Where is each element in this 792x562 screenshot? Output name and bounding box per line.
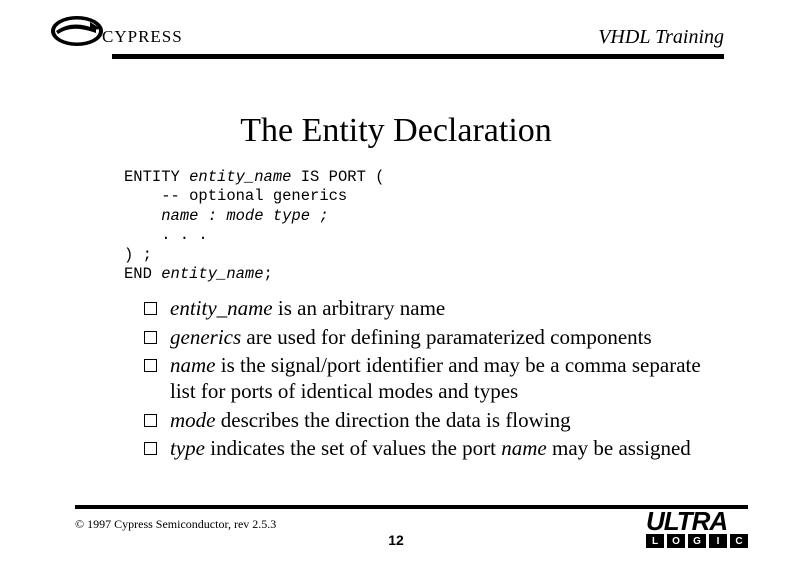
bullet-icon (144, 331, 157, 344)
bullet-text: name is the signal/port identifier and m… (170, 353, 710, 404)
bullet-icon (144, 359, 157, 372)
code-close: ) ; (124, 246, 152, 264)
code-comment: -- optional generics (124, 187, 347, 205)
list-item: type indicates the set of values the por… (144, 436, 710, 462)
code-ellipsis: . . . (124, 226, 208, 244)
code-semi: ; (264, 265, 273, 283)
code-ident: entity_name (161, 265, 263, 283)
brand-logo: CYPRESS (50, 14, 183, 48)
code-end: END (124, 265, 161, 283)
code-ident: entity_name (189, 168, 291, 186)
logic-box: G (688, 534, 706, 548)
bullet-icon (144, 442, 157, 455)
bullet-icon (144, 414, 157, 427)
slide: CYPRESS VHDL Training The Entity Declara… (0, 0, 792, 562)
cypress-icon (50, 14, 104, 48)
bullet-text: generics are used for defining paramater… (170, 325, 652, 351)
page-number: 12 (388, 532, 404, 548)
bullet-text: entity_name is an arbitrary name (170, 296, 445, 322)
header-rule (112, 54, 724, 59)
header-bar: CYPRESS VHDL Training (42, 18, 750, 66)
logic-box: O (667, 534, 685, 548)
bullet-icon (144, 302, 157, 315)
bullet-list: entity_name is an arbitrary name generics… (144, 296, 710, 462)
code-indent (124, 207, 161, 225)
logic-box: I (709, 534, 727, 548)
list-item: mode describes the direction the data is… (144, 408, 710, 434)
code-kw: ENTITY (124, 168, 189, 186)
code-text: IS PORT ( (291, 168, 384, 186)
logic-box: C (730, 534, 748, 548)
footer-logo: ULTRA LOGIC (646, 511, 748, 548)
bullet-text: mode describes the direction the data is… (170, 408, 571, 434)
copyright: © 1997 Cypress Semiconductor, rev 2.5.3 (75, 517, 276, 532)
page-title: The Entity Declaration (42, 112, 750, 150)
list-item: entity_name is an arbitrary name (144, 296, 710, 322)
list-item: generics are used for defining paramater… (144, 325, 710, 351)
code-params: name : mode type ; (161, 207, 328, 225)
logic-box: L (646, 534, 664, 548)
ultra-text: ULTRA (646, 511, 748, 532)
list-item: name is the signal/port identifier and m… (144, 353, 710, 404)
header-title: VHDL Training (598, 26, 724, 49)
brand-text: CYPRESS (102, 27, 183, 47)
bullet-text: type indicates the set of values the por… (170, 436, 691, 462)
code-block: ENTITY entity_name IS PORT ( -- optional… (124, 168, 750, 284)
logic-row: LOGIC (646, 534, 748, 548)
